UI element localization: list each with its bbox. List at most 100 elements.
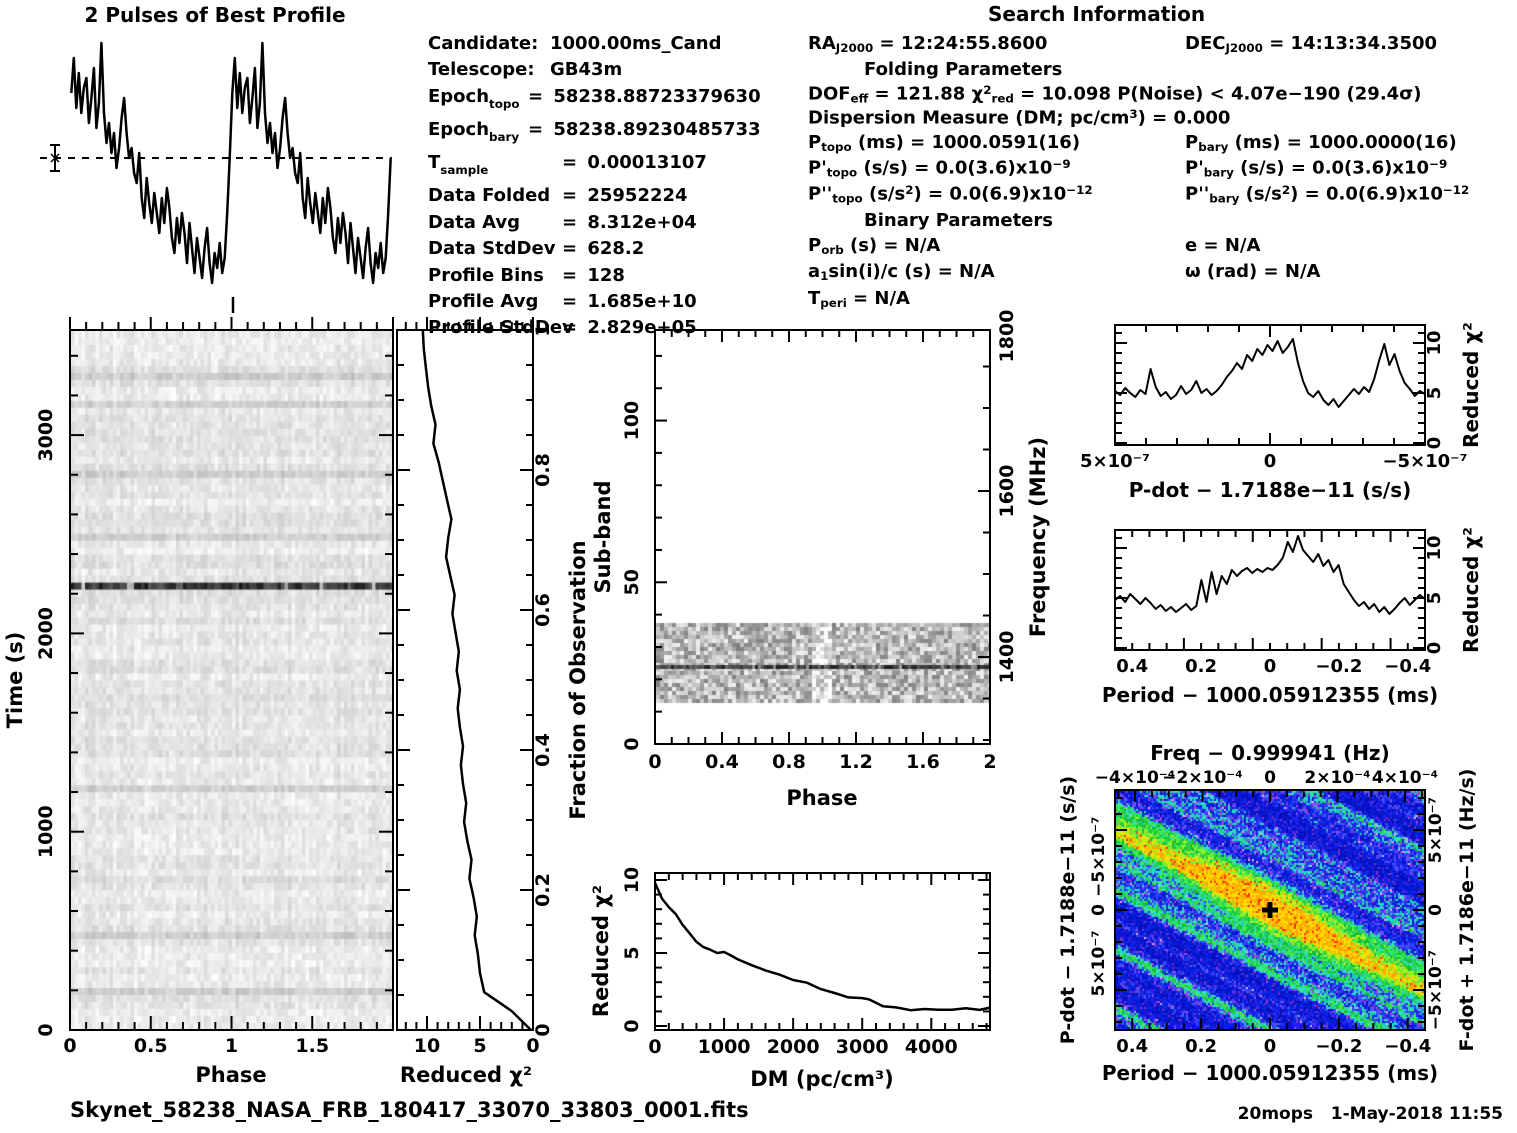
svg-text:Fraction of Observation: Fraction of Observation [566, 540, 590, 819]
svg-text:5×10⁻⁷: 5×10⁻⁷ [1080, 451, 1150, 472]
svg-text:Sub-band: Sub-band [591, 480, 615, 593]
svg-text:1.6: 1.6 [906, 751, 940, 773]
info-row: Candidate: 1000.00ms_Cand [428, 33, 722, 54]
svg-text:−0.4: −0.4 [1384, 1036, 1431, 1057]
subband-phase-heatmap [656, 331, 990, 744]
svg-text:0: 0 [648, 1036, 661, 1058]
svg-text:−0.2: −0.2 [1315, 1036, 1362, 1057]
svg-text:50: 50 [621, 569, 643, 595]
svg-text:0: 0 [1089, 904, 1109, 916]
svg-text:P-dot − 1.7188e−11 (s/s): P-dot − 1.7188e−11 (s/s) [1057, 776, 1079, 1044]
svg-text:5: 5 [621, 946, 643, 959]
pddot-bary-value: P''bary (s/s2) = 0.0(6.9)x10−12 [1185, 183, 1470, 206]
svg-text:5×10⁻⁷: 5×10⁻⁷ [1089, 930, 1109, 996]
eccentricity-value: e = N/A [1185, 235, 1261, 256]
svg-text:5: 5 [1424, 387, 1445, 400]
dof-chi2-pnoise-line: DOFeff = 121.88 χ2red = 10.098 P(Noise) … [808, 83, 1422, 106]
svg-text:Period − 1000.05912355 (ms): Period − 1000.05912355 (ms) [1102, 683, 1438, 707]
profile-title: 2 Pulses of Best Profile [84, 3, 346, 27]
time-phase-heatmap [71, 331, 393, 1030]
svg-text:0: 0 [621, 1019, 643, 1032]
svg-text:1600: 1600 [996, 465, 1018, 518]
svg-text:0.4: 0.4 [1116, 656, 1148, 677]
svg-text:0.2: 0.2 [1185, 656, 1217, 677]
omega-value: ω (rad) = N/A [1185, 261, 1321, 282]
svg-text:0: 0 [1264, 1036, 1277, 1057]
svg-text:1: 1 [225, 1035, 238, 1057]
svg-text:−5×10⁻⁷: −5×10⁻⁷ [1426, 950, 1446, 1030]
svg-text:1000: 1000 [35, 805, 57, 858]
svg-text:0: 0 [1424, 437, 1445, 450]
info-row: Profile Bins = 128 [428, 264, 625, 286]
svg-text:0.8: 0.8 [772, 751, 806, 773]
info-row: Data Avg = 8.312e+04 [428, 211, 697, 233]
pdot-topo-value: P'topo (s/s) = 0.0(3.6)x10−9 [808, 157, 1071, 180]
svg-text:5: 5 [1424, 592, 1445, 605]
svg-text:−5×10⁻⁷: −5×10⁻⁷ [1382, 451, 1467, 472]
svg-text:0.4: 0.4 [1116, 1036, 1148, 1057]
svg-text:Frequency (MHz): Frequency (MHz) [1026, 437, 1050, 637]
dispersion-measure-line: Dispersion Measure (DM; pc/cm3) = 0.000 [808, 107, 1231, 129]
svg-text:Reduced χ²: Reduced χ² [1459, 527, 1483, 653]
svg-text:P-dot − 1.7188e−11 (s/s): P-dot − 1.7188e−11 (s/s) [1129, 478, 1412, 502]
svg-text:Reduced χ²: Reduced χ² [1459, 322, 1483, 448]
pdot-bary-value: P'bary (s/s) = 0.0(3.6)x10−9 [1185, 157, 1448, 180]
svg-text:1400: 1400 [996, 631, 1018, 684]
asini-value: a1sin(i)/c (s) = N/A [808, 261, 995, 284]
svg-text:−5×10⁻⁷: −5×10⁻⁷ [1089, 816, 1109, 896]
svg-text:Phase: Phase [195, 1063, 266, 1087]
chi2-vs-dm-panel: 0 1000 2000 3000 4000 0 5 10 DM (pc/cm³) Reduced … [589, 867, 991, 1091]
svg-text:4×10⁻⁴: 4×10⁻⁴ [1372, 768, 1438, 788]
svg-text:−2×10⁻⁴: −2×10⁻⁴ [1162, 768, 1242, 788]
p-topo-value: Ptopo (ms) = 1000.0591(16) [808, 132, 1081, 155]
svg-text:5×10⁻⁷: 5×10⁻⁷ [1426, 797, 1446, 863]
svg-text:2×10⁻⁴: 2×10⁻⁴ [1304, 768, 1370, 788]
info-row: Data StdDev = 628.2 [428, 238, 645, 260]
svg-text:F-dot + 1.7186e−11 (Hz/s): F-dot + 1.7186e−11 (Hz/s) [1456, 769, 1478, 1052]
svg-text:0.2: 0.2 [1185, 1036, 1217, 1057]
search-info-block: Search Information RAJ2000 = 12:24:55.86… [808, 2, 1517, 322]
svg-text:2000: 2000 [35, 607, 57, 660]
svg-text:0.6: 0.6 [532, 593, 554, 627]
dec-value: DECJ2000 = 14:13:34.3500 [1185, 33, 1438, 56]
svg-text:3000: 3000 [35, 409, 57, 462]
binary-parameters-title: Binary Parameters [864, 210, 1053, 231]
search-info-title: Search Information [988, 2, 1206, 26]
svg-text:Period − 1000.05912355 (ms): Period − 1000.05912355 (ms) [1102, 1061, 1438, 1085]
pdot-fdot-heatmap [1116, 791, 1424, 1029]
svg-text:Phase: Phase [786, 786, 857, 810]
svg-text:10: 10 [1424, 330, 1445, 355]
svg-text:1.2: 1.2 [839, 751, 873, 773]
svg-text:−0.4: −0.4 [1384, 656, 1431, 677]
svg-text:0: 0 [621, 737, 643, 750]
svg-text:0: 0 [532, 1023, 554, 1036]
svg-text:Reduced χ²: Reduced χ² [400, 1063, 532, 1087]
svg-text:0.5: 0.5 [134, 1035, 168, 1057]
info-row: Profile Avg = 1.685e+10 [428, 291, 697, 313]
info-row: Data Folded = 25952224 [428, 185, 688, 207]
svg-text:4000: 4000 [905, 1036, 958, 1058]
svg-text:2: 2 [983, 751, 996, 773]
svg-text:100: 100 [621, 401, 643, 441]
svg-text:0.4: 0.4 [705, 751, 739, 773]
svg-text:0: 0 [1264, 656, 1277, 677]
info-row: Telescope: GB43m [428, 59, 623, 81]
svg-text:−4×10⁻⁴: −4×10⁻⁴ [1095, 768, 1175, 788]
svg-text:DM (pc/cm³): DM (pc/cm³) [750, 1067, 894, 1091]
svg-text:0: 0 [648, 751, 661, 773]
svg-text:0.2: 0.2 [532, 873, 554, 907]
pddot-topo-value: P''topo (s/s2) = 0.0(6.9)x10−12 [808, 183, 1093, 206]
svg-text:0: 0 [1264, 768, 1276, 788]
info-row: Epochtopo = 58238.88723379630 [428, 85, 761, 111]
info-row: Profile StdDev= 2.829e+05 [428, 317, 697, 339]
tperi-value: Tperi = N/A [808, 288, 910, 311]
info-row: Epochbary = 58238.89230485733 [428, 119, 761, 144]
svg-text:0: 0 [526, 1035, 539, 1057]
folding-parameters-title: Folding Parameters [864, 59, 1063, 80]
svg-text:10: 10 [414, 1035, 440, 1057]
filename-footer: Skynet_58238_NASA_FRB_180417_33070_33803… [70, 1098, 749, 1122]
